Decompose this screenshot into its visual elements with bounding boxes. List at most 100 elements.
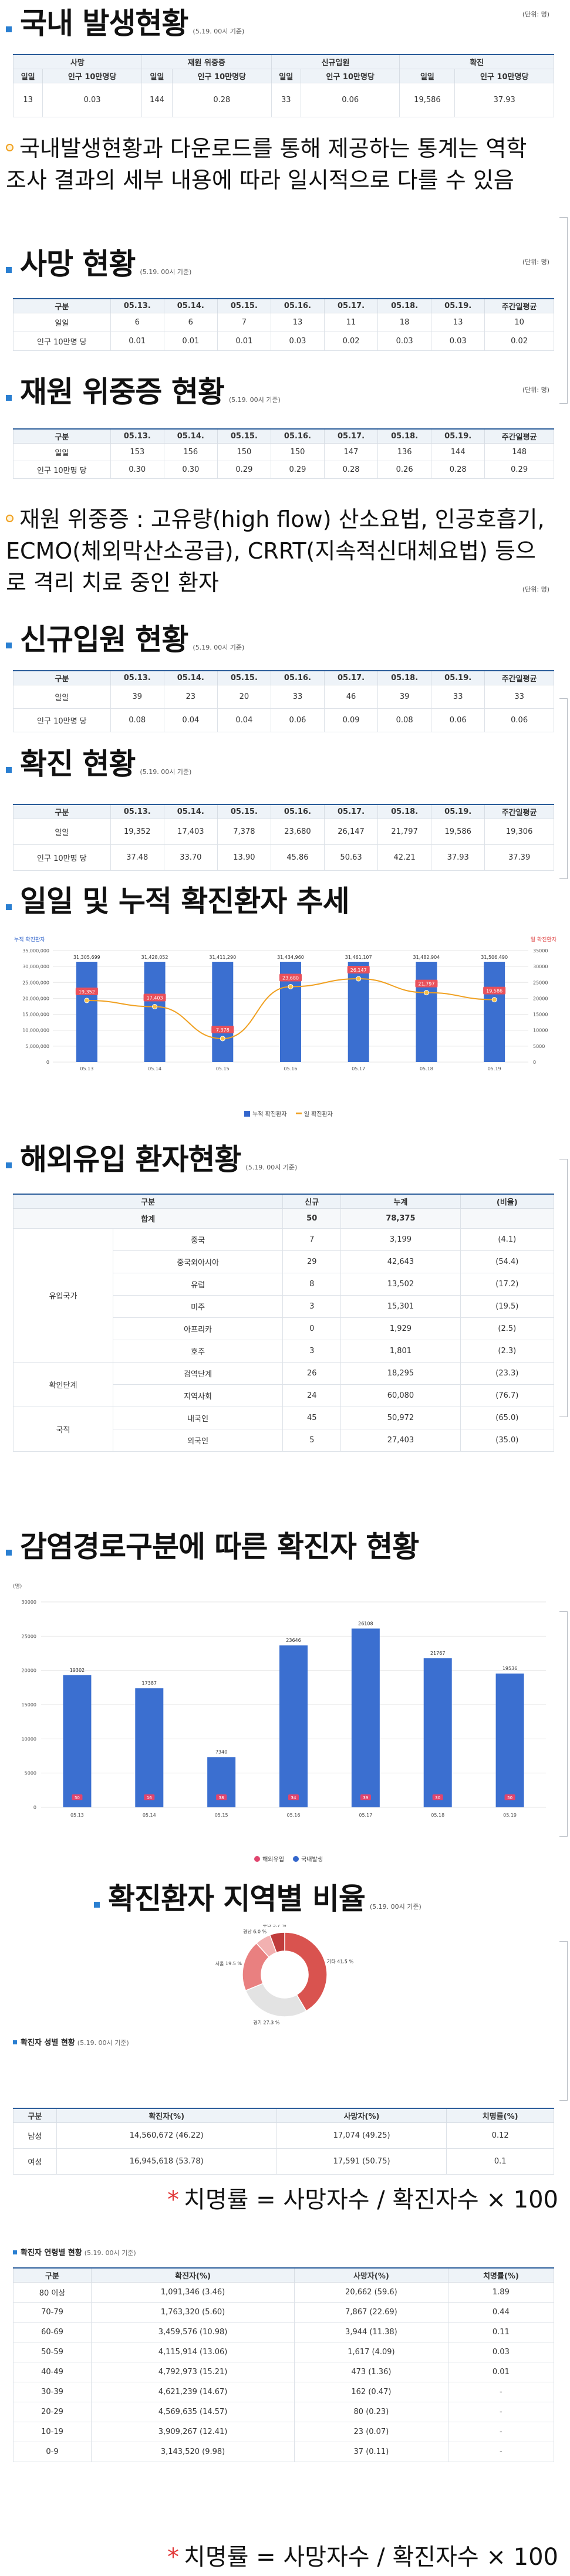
legend-swatch-domestic (293, 1856, 299, 1862)
table-cell: 16,945,618 (53.78) (56, 2148, 277, 2175)
column-header: 05.18. (377, 428, 432, 444)
x-tick-label: 05.14 (148, 1066, 161, 1071)
table-cell: 15,301 (340, 1294, 461, 1318)
left-tick-label: 5,000,000 (25, 1044, 49, 1049)
table-cell: 7,378 (217, 818, 271, 845)
critical-note: 재원 위중증 : 고유량(high flow) 산소요법, 인공호흡기, ECM… (6, 506, 545, 596)
table-cell: 0.04 (217, 708, 271, 732)
x-tick-label: 05.13 (80, 1066, 93, 1071)
table-cell: 150 (217, 442, 271, 461)
table-row: 인구 10만명 당 0.01 0.01 0.01 0.03 0.02 0.03 0.03 0.0… (13, 331, 554, 351)
daily-point (356, 976, 362, 982)
table-cell: 147 (323, 442, 379, 461)
table-row: 인구 10만명 당 0.30 0.30 0.29 0.29 0.28 0.26 0.28 0.2… (13, 460, 554, 479)
table-cell: 0.29 (484, 460, 554, 479)
daily-point (288, 983, 294, 989)
table-row: 인구 10만명 당 0.08 0.04 0.04 0.06 0.09 0.08 0.06 0.0… (13, 708, 554, 732)
x-tick-label: 05.17 (359, 1813, 372, 1818)
imported-title: 해외유입 환자현황 (5.19. 00시 기준) (6, 1136, 297, 1178)
left-tick-label: 15,000,000 (22, 1012, 49, 1017)
table-cell: 33 (431, 684, 485, 709)
confirmed-table: 구분 05.13. 05.14. 05.15. 05.16. 05.17. 05.18. 05… (13, 804, 554, 871)
daily-data-label: 26,147 (350, 968, 367, 973)
table-row: 0-9 3,143,520 (9.98) 37 (0.11) - (12, 2441, 555, 2462)
table-cell: 19,306 (484, 818, 554, 845)
table-cell: 호주 (112, 1339, 284, 1363)
daily-data-label: 23,680 (282, 975, 299, 981)
region-slice-label: 경남 6.0 % (243, 1929, 267, 1935)
table-cell: 46 (323, 684, 379, 709)
column-header: 05.14. (163, 428, 218, 444)
table-cell: 1,929 (340, 1317, 461, 1340)
domestic-data-label: 7340 (215, 1749, 227, 1754)
daily-label-box (347, 966, 370, 974)
table-row: 40-49 4,792,973 (15.21) 473 (1.36) 0.01 (12, 2361, 555, 2382)
table-cell: 0.28 (431, 460, 485, 479)
table-row: 유럽 8 13,502 (17.2) (14, 1272, 555, 1296)
table-cell: 0.1 (446, 2148, 554, 2175)
left-tick-label: 20,000,000 (22, 996, 49, 1001)
table-cell: 153 (110, 442, 164, 461)
cumulative-bar (416, 962, 437, 1062)
daily-label-box (75, 987, 98, 995)
info-icon (6, 144, 14, 151)
unit-label: (단위: 명) (522, 258, 549, 266)
cumulative-bar (144, 962, 166, 1062)
column-header: 구분 (13, 298, 111, 313)
total-row: 합계 50 78,375 (12, 1208, 555, 1229)
table-cell (460, 1208, 555, 1229)
left-tick-label: 35,000,000 (22, 948, 49, 954)
table-cell: 23,680 (270, 818, 325, 845)
table-cell: 6 (163, 312, 218, 332)
table-cell: (65.0) (460, 1406, 555, 1429)
column-header: 05.19. (431, 670, 485, 685)
domestic-bar (423, 1658, 452, 1807)
table-cell: 19,352 (110, 818, 164, 845)
daily-label-box (483, 986, 506, 995)
table-cell: 0.03 (447, 2341, 555, 2362)
right-tick-label: 25000 (533, 980, 548, 985)
domestic-title: 국내 발생현황 (5.19. 00시 기준) (6, 0, 244, 42)
table-cell: 45 (282, 1406, 342, 1429)
table-cell: 3 (282, 1294, 342, 1318)
table-cell: 13 (431, 312, 485, 332)
table-cell: (76.7) (460, 1384, 555, 1407)
table-cell: 18,295 (340, 1361, 461, 1385)
daily-label-box (279, 973, 302, 982)
table-cell: 일일 (13, 818, 111, 845)
table-row: 여성 16,945,618 (53.78) 17,591 (50.75) 0.1 (13, 2148, 554, 2175)
table-cell: (19.5) (460, 1294, 555, 1318)
imported-table: 구분 신규 누계 (비율) 합계 50 78,375 유입국가 중국 7 3,199 (4.1… (12, 1194, 555, 1452)
bullet-icon (6, 267, 12, 273)
table-cell: 3 (282, 1339, 342, 1363)
column-header: 05.16. (270, 298, 325, 313)
column-header: 05.17. (323, 670, 379, 685)
column-header: 05.14. (163, 804, 218, 819)
table-cell: 20,662 (59.6) (294, 2281, 448, 2303)
asterisk-icon: * (167, 2186, 180, 2213)
table-row: 일일 19,352 17,403 7,378 23,680 26,147 21,797 19,… (13, 818, 554, 845)
region-slice (269, 1932, 285, 1953)
table-cell: 20-29 (12, 2401, 92, 2422)
table-row: 국적 내국인 45 50,972 (65.0) (13, 1406, 555, 1452)
daily-point (152, 1004, 158, 1010)
daily-data-label: 17,403 (147, 996, 163, 1001)
bullet-icon (6, 395, 12, 401)
left-tick-label: 25,000,000 (22, 980, 49, 985)
table-row: 일일 39 23 20 33 46 39 33 33 (13, 684, 554, 709)
imported-data-label: 16 (147, 1796, 152, 1800)
trend-legend: 누적 확진환자 일 확진환자 (0, 1109, 570, 1118)
column-header: 주간일평균 (484, 670, 554, 685)
table-cell: 144 (431, 442, 485, 461)
column-header: 05.19. (431, 804, 485, 819)
region-slice (245, 1983, 307, 2017)
info-icon (6, 515, 14, 522)
y-tick-label: 5000 (25, 1771, 36, 1776)
column-header: 05.13. (110, 298, 164, 313)
column-header: 주간일평균 (484, 428, 554, 444)
table-row: 확인단계 검역단계 26 18,295 (23.3) (13, 1361, 555, 1407)
column-header: 05.16. (270, 670, 325, 685)
y-tick-label: 15000 (22, 1702, 36, 1708)
region-chart: 기타 41.5 % 경기 27.3 % 서울 19.5 % 경남 6.0 %부산 5.… (215, 1925, 354, 2026)
table-cell: 14,560,672 (46.22) (56, 2122, 277, 2149)
